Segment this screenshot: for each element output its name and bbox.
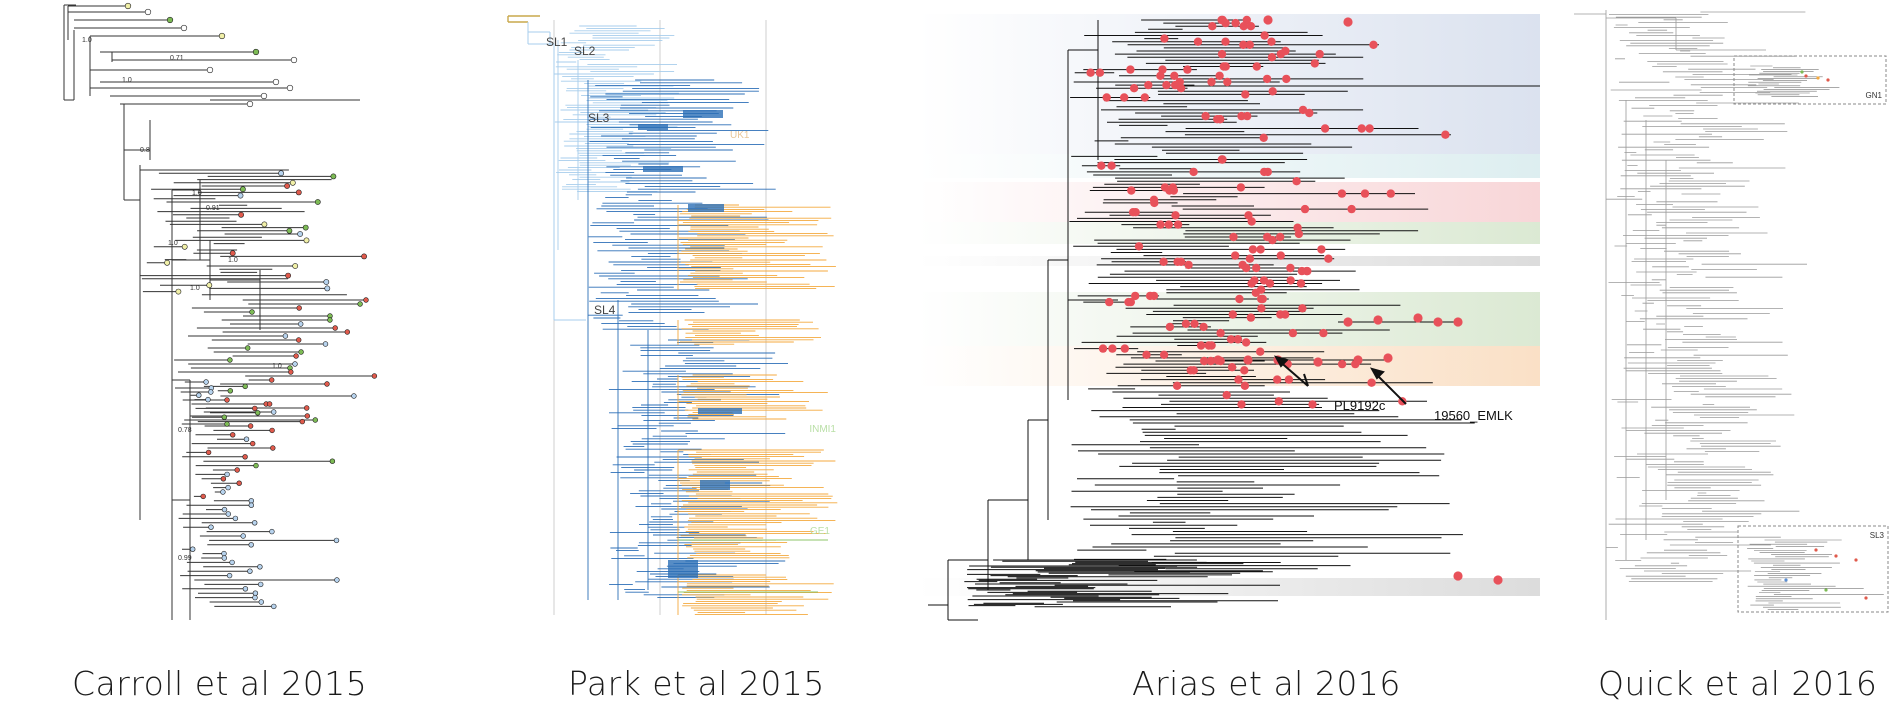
support-value: 1.0 [190, 285, 200, 292]
arias-tree: PL9192c 19560_EMLK [918, 14, 1540, 621]
support-value: 0.99 [178, 555, 192, 562]
support-value: 0.71 [170, 55, 184, 62]
support-value: 1.0 [168, 240, 178, 247]
support-value: 0.8 [140, 147, 150, 154]
park-tree: SL1 SL2 SL3 SL4 UK1 INMI1 GE1 [507, 15, 838, 616]
inset-box [1737, 525, 1889, 613]
carroll-tree-panel: 1.0 0.71 1.0 0.8 1.0 0.91 1.0 1.0 1.0 1.… [60, 0, 450, 640]
sublineage-label: SL3 [588, 111, 610, 125]
sublineage-label: SL4 [594, 303, 616, 317]
inset-box [1733, 55, 1887, 105]
park-caption: Park et al 2015 [568, 664, 825, 703]
park-tree-panel: SL1 SL2 SL3 SL4 UK1 INMI1 GE1 [488, 0, 848, 640]
carroll-caption: Carroll et al 2015 [72, 664, 368, 703]
annotation-label: PL9192c [1334, 398, 1386, 413]
inset-label: GN1 [1866, 91, 1883, 100]
arias-tree-panel: PL9192c 19560_EMLK [918, 0, 1540, 640]
quick-tree-panel: GN1 SL3 [1566, 0, 1894, 640]
quick-caption: Quick et al 2016 [1598, 664, 1878, 703]
support-value: 1.0 [122, 77, 132, 84]
support-value: 1.0 [82, 37, 92, 44]
quick-tree: GN1 SL3 [1574, 10, 1889, 620]
inset-label: SL3 [1870, 531, 1885, 540]
sublineage-label: SL1 [546, 35, 568, 49]
support-value: 1.0 [192, 190, 202, 197]
cluster-label: GE1 [810, 526, 830, 537]
support-value: 1.0 [228, 257, 238, 264]
support-value: 0.91 [206, 205, 220, 212]
cluster-label: UK1 [730, 130, 750, 141]
annotation-label: 19560_EMLK [1434, 408, 1513, 423]
carroll-tree: 1.0 0.71 1.0 0.8 1.0 0.91 1.0 1.0 1.0 1.… [63, 2, 378, 620]
support-value: 1.0 [272, 363, 282, 370]
arias-caption: Arias et al 2016 [1132, 664, 1401, 703]
cluster-label: INMI1 [809, 424, 836, 435]
sublineage-label: SL2 [574, 44, 596, 58]
support-value: 0.78 [178, 427, 192, 434]
